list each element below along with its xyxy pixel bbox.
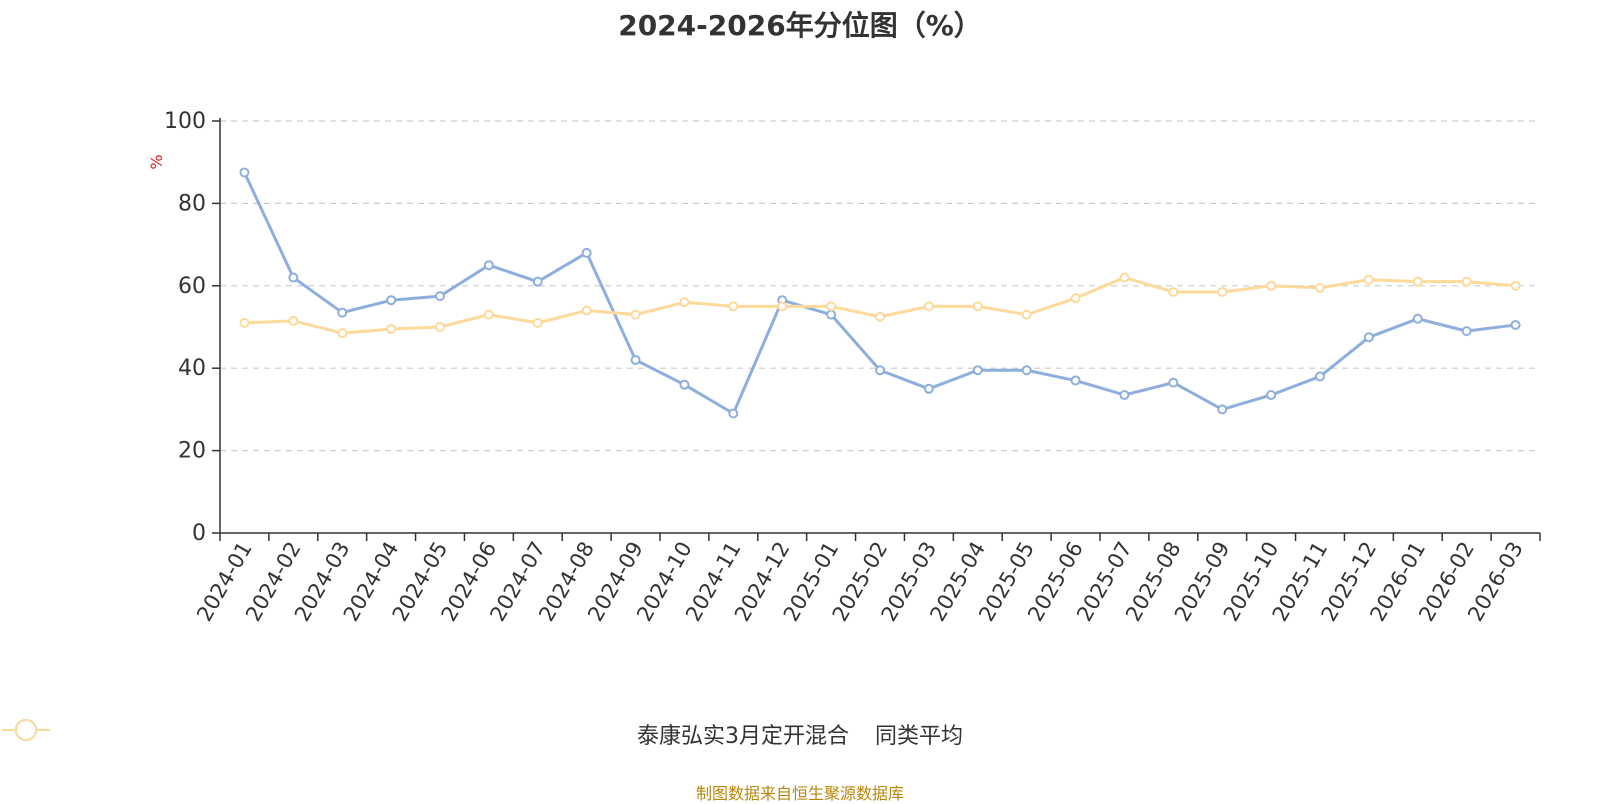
data-point-series-2 (728, 301, 739, 312)
data-point-series-2 (972, 301, 983, 312)
data-point-series-2 (288, 315, 299, 326)
data-point-series-1 (826, 309, 837, 320)
data-point-series-1 (1461, 326, 1472, 337)
data-point-series-1 (435, 291, 445, 302)
data-point-series-1 (386, 295, 397, 306)
data-point-series-1 (532, 276, 543, 287)
data-point-series-2 (1070, 293, 1081, 304)
data-point-series-2 (777, 301, 788, 312)
data-point-series-2 (630, 309, 641, 320)
data-point-series-2 (1266, 280, 1277, 291)
legend-swatch-series-2 (2, 719, 50, 741)
data-point-series-2 (1363, 274, 1374, 285)
y-axis-label: % (147, 154, 166, 169)
data-point-series-2 (1315, 282, 1325, 293)
data-point-series-2 (581, 305, 592, 316)
data-point-series-2 (679, 297, 690, 308)
data-point-series-1 (923, 383, 934, 394)
data-point-series-1 (972, 365, 983, 376)
data-point-series-2 (923, 301, 934, 312)
legend-label-series-2: 同类平均 (874, 724, 963, 749)
data-point-series-2 (435, 322, 445, 332)
data-point-series-1 (630, 354, 641, 365)
data-source-note: 制图数据来自恒生聚源数据库 (695, 784, 904, 803)
legend-label-series-1: 泰康弘实3月定开混合 (636, 724, 849, 749)
data-point-series-1 (1315, 371, 1325, 382)
data-point-series-2 (1412, 276, 1423, 287)
data-point-series-1 (728, 408, 739, 419)
data-point-series-1 (1412, 313, 1423, 324)
data-point-series-1 (288, 272, 299, 283)
data-point-series-2 (483, 309, 494, 320)
y-tick-label: 80 (178, 191, 206, 216)
data-point-series-2 (1461, 276, 1472, 287)
y-tick-label: 0 (192, 521, 206, 546)
data-point-series-1 (1266, 389, 1277, 400)
data-point-series-1 (483, 260, 494, 271)
data-point-series-2 (1119, 272, 1130, 283)
data-point-series-2 (532, 317, 543, 328)
data-point-series-1 (1070, 375, 1081, 386)
y-tick-label: 20 (178, 439, 206, 464)
data-point-series-2 (1217, 286, 1228, 297)
y-tick-label: 40 (178, 356, 206, 381)
data-point-series-1 (1363, 332, 1374, 343)
data-point-series-2 (239, 317, 250, 328)
data-point-series-1 (239, 167, 250, 178)
legend-item-series-1[interactable]: 泰康弘实3月定开混合 (2, 718, 849, 750)
data-point-series-2 (1021, 309, 1032, 320)
data-point-series-2 (386, 324, 397, 335)
data-point-series-1 (1021, 365, 1032, 376)
data-point-series-2 (1168, 286, 1179, 297)
data-point-series-1 (1119, 389, 1130, 400)
data-point-series-1 (1510, 319, 1521, 330)
data-point-series-1 (337, 307, 348, 318)
legend-item-series-2[interactable]: 同类平均 (2, 718, 963, 750)
data-point-series-2 (1510, 280, 1521, 291)
data-point-series-1 (581, 247, 592, 258)
data-point-series-2 (875, 311, 885, 322)
chart-title: 2024-2026年分位图（%） (618, 9, 982, 42)
data-point-series-1 (1168, 377, 1179, 388)
legend: 泰康弘实3月定开混合 同类平均 (0, 718, 1600, 750)
data-point-series-1 (679, 379, 690, 390)
data-point-series-2 (337, 328, 348, 339)
y-tick-label: 60 (178, 274, 206, 299)
data-point-series-1 (875, 365, 885, 376)
y-tick-label: 100 (164, 109, 206, 134)
data-point-series-1 (1217, 404, 1228, 415)
data-point-series-2 (826, 301, 837, 312)
